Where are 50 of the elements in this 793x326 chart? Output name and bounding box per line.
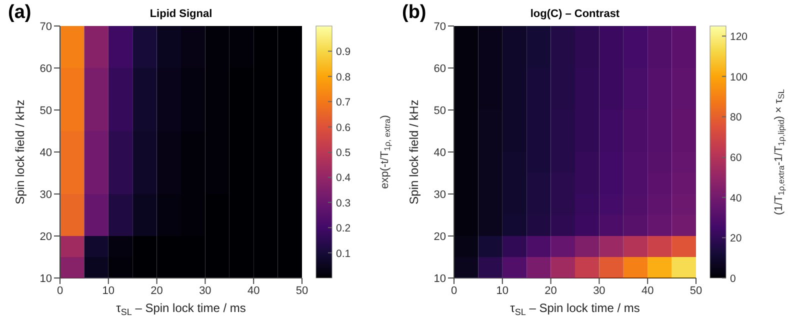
y-tick-label: 20 (434, 230, 446, 243)
x-tick-label: 10 (102, 284, 115, 297)
color-bar-label: 0.4 (336, 172, 351, 184)
color-bar-label: 120 (730, 31, 748, 44)
text: (a) (8, 2, 32, 24)
y-axis-title: Spin lock field / kHz (13, 100, 27, 204)
y-tick-label: 30 (40, 188, 52, 201)
x-tick-label: 20 (150, 284, 163, 297)
color-bar-label: 0.9 (336, 46, 351, 58)
color-bar-label: 100 (730, 71, 748, 84)
color-bar-label: 60 (730, 152, 742, 164)
x-tick-label: 30 (593, 284, 606, 297)
y-tick-label: 50 (40, 104, 52, 117)
x-tick-label: 10 (496, 284, 509, 297)
y-tick-label: 40 (40, 146, 52, 159)
y-tick-label: 30 (434, 188, 446, 201)
y-tick-label: 70 (40, 20, 52, 33)
y-axis-title: Spin lock field / kHz (407, 100, 421, 204)
x-tick-label: 0 (56, 284, 64, 297)
y-tick-label: 20 (40, 230, 52, 243)
x-tick-label: 0 (450, 284, 458, 297)
y-tick-label: 10 (40, 272, 52, 285)
color-bar-label: 0 (730, 273, 736, 285)
color-bar-label: 0.3 (336, 197, 351, 210)
x-tick-label: 50 (690, 284, 702, 297)
x-tick-label: 40 (641, 284, 654, 297)
x-tick-label: 30 (199, 284, 212, 297)
color-bar-label: 0.2 (336, 222, 351, 235)
color-bar-label: 20 (730, 232, 742, 245)
x-tick-label: 40 (247, 284, 260, 297)
color-bar-label: 0.1 (336, 248, 351, 260)
color-bar-label: 40 (730, 192, 742, 204)
x-axis-title: τ$_{SL}$ – Spin lock time / ms (116, 301, 246, 317)
text: (b) (402, 2, 426, 24)
x-axis-title: τ$_{SL}$ – Spin lock time / ms (510, 301, 640, 317)
y-tick-label: 10 (434, 272, 446, 285)
color-bar-label: 0.8 (336, 71, 351, 84)
y-tick-label: 40 (434, 146, 446, 159)
x-tick-label: 50 (296, 284, 308, 297)
x-tick-label: 20 (544, 284, 557, 297)
color-bar-label: 80 (730, 112, 742, 124)
y-tick-label: 70 (434, 20, 446, 33)
y-tick-label: 60 (40, 62, 52, 75)
color-bar-label: 0.6 (336, 122, 351, 134)
y-tick-label: 50 (434, 104, 446, 117)
color-bar-label: 0.7 (336, 96, 351, 109)
chart-title: Lipid Signal (148, 8, 214, 20)
color-bar-label: 0.5 (336, 147, 351, 159)
chart-title: log(C) – Contrast (529, 8, 621, 20)
y-tick-label: 60 (434, 62, 446, 75)
